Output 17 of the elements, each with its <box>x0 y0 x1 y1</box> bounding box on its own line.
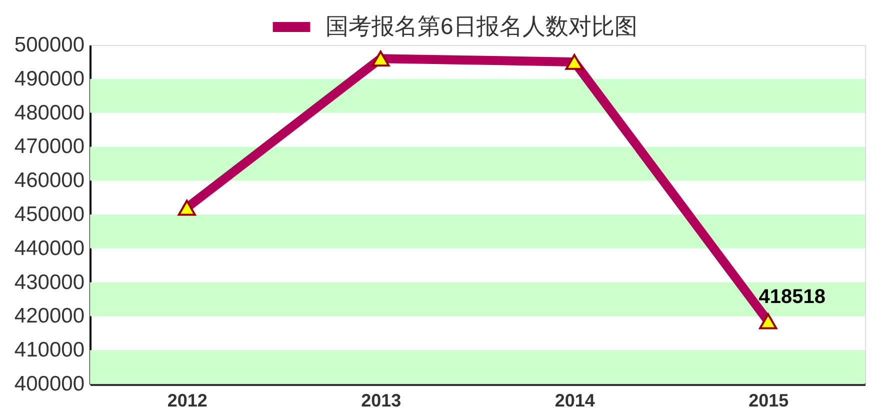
legend-label: 国考报名第6日报名人数对比图 <box>326 13 638 39</box>
x-tick-label: 2012 <box>167 390 208 410</box>
x-tick-label: 2014 <box>554 390 595 410</box>
y-tick-label: 440000 <box>14 236 84 260</box>
y-tick-label: 470000 <box>14 135 84 158</box>
y-tick-label: 420000 <box>14 304 84 328</box>
y-tick-label: 430000 <box>14 270 84 294</box>
y-tick-label: 460000 <box>14 169 84 192</box>
y-tick-label: 410000 <box>14 338 84 362</box>
y-tick-label: 400000 <box>14 372 84 396</box>
x-tick-label: 2013 <box>361 390 402 410</box>
y-tick-label: 480000 <box>14 101 84 124</box>
data-label: 418518 <box>758 286 826 308</box>
y-tick-label: 500000 <box>14 34 84 56</box>
y-tick-label: 490000 <box>14 67 84 90</box>
y-tick-label: 450000 <box>14 203 84 226</box>
x-tick-label: 2015 <box>748 390 789 410</box>
